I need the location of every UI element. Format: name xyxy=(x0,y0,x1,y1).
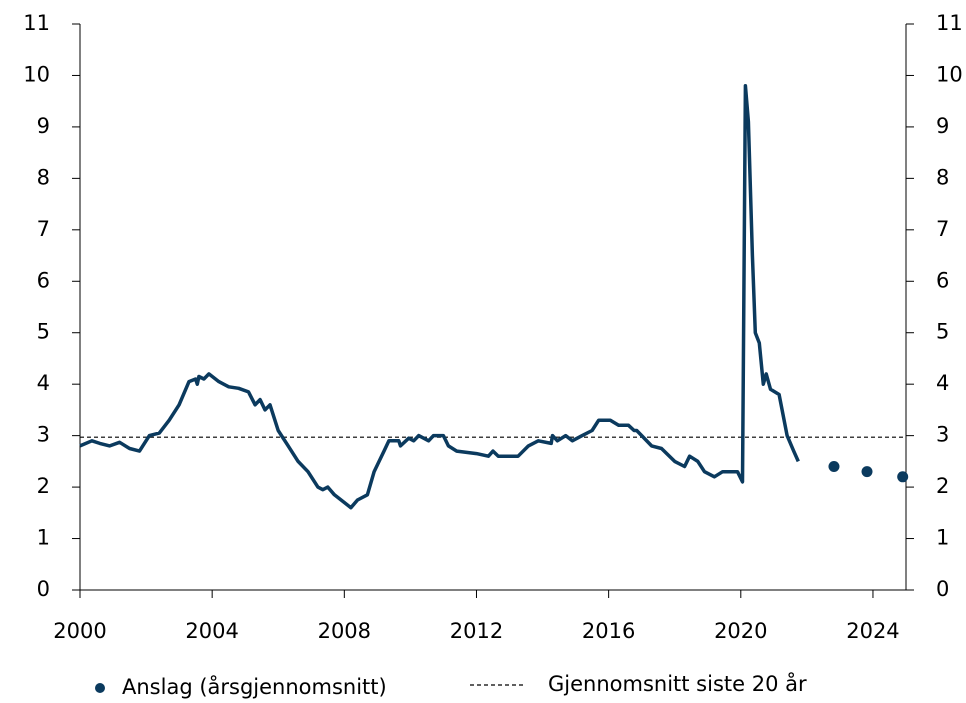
forecast-dot xyxy=(861,466,873,478)
y2-tick-label: 10 xyxy=(936,62,963,86)
x-tick-label: 2008 xyxy=(318,619,371,643)
forecast-dot xyxy=(897,471,909,483)
legend-dot xyxy=(95,683,105,693)
y2-tick-label: 0 xyxy=(936,577,949,601)
y-tick-label: 10 xyxy=(23,62,50,86)
forecast-dot xyxy=(828,461,840,473)
y-tick-label: 2 xyxy=(37,474,50,498)
y-tick-label: 0 xyxy=(37,577,50,601)
y2-tick-label: 5 xyxy=(936,320,949,344)
x-tick-label: 2012 xyxy=(450,619,503,643)
y2-tick-label: 11 xyxy=(936,11,963,35)
y2-tick-label: 2 xyxy=(936,474,949,498)
data-line xyxy=(79,83,800,510)
x-tick-label: 2000 xyxy=(53,619,106,643)
y-tick-label: 5 xyxy=(37,320,50,344)
y-tick-label: 3 xyxy=(37,423,50,447)
legend-label: Anslag (årsgjennomsnitt) xyxy=(122,674,387,699)
y2-tick-label: 3 xyxy=(936,423,949,447)
y2-tick-label: 9 xyxy=(936,114,949,138)
y-tick-label: 11 xyxy=(23,11,50,35)
x-tick-label: 2024 xyxy=(846,619,899,643)
y-tick-label: 1 xyxy=(37,526,50,550)
y-tick-label: 7 xyxy=(37,217,50,241)
y2-tick-label: 4 xyxy=(936,371,949,395)
y2-tick-label: 8 xyxy=(936,165,949,189)
y2-tick-label: 7 xyxy=(936,217,949,241)
y2-tick-label: 1 xyxy=(936,526,949,550)
y-tick-label: 9 xyxy=(37,114,50,138)
y-tick-label: 6 xyxy=(37,268,50,292)
y2-tick-label: 6 xyxy=(936,268,949,292)
x-tick-label: 2020 xyxy=(714,619,767,643)
legend-label: Gjennomsnitt siste 20 år xyxy=(548,671,807,696)
x-tick-label: 2004 xyxy=(185,619,238,643)
y-tick-label: 8 xyxy=(37,165,50,189)
y-tick-label: 4 xyxy=(37,371,50,395)
x-tick-label: 2016 xyxy=(582,619,635,643)
